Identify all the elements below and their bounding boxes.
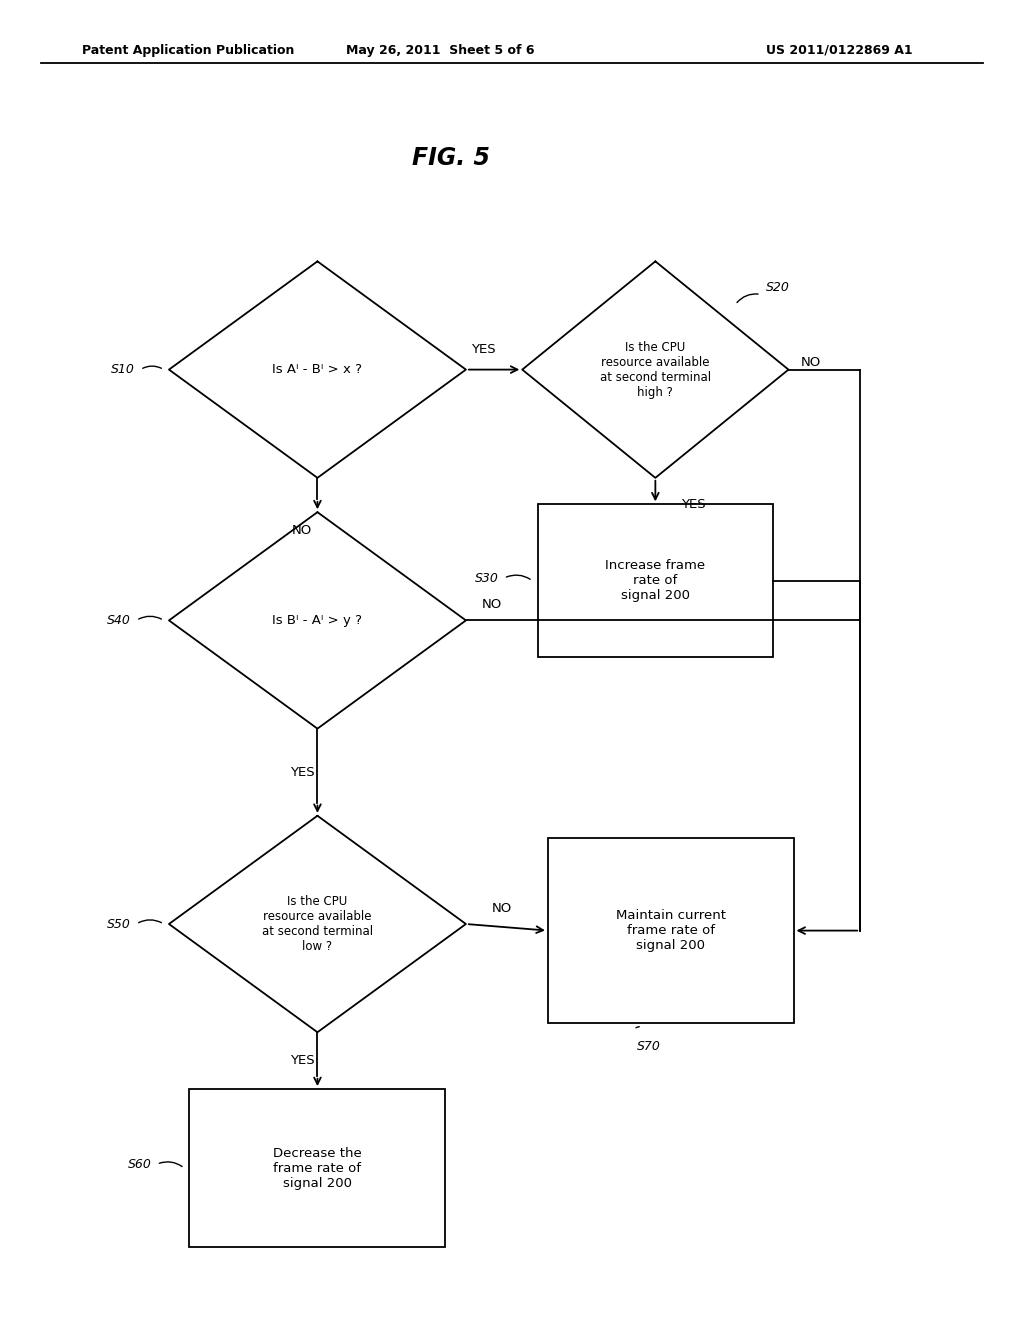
Text: YES: YES	[290, 766, 314, 779]
Text: S40: S40	[108, 614, 131, 627]
Bar	[538, 504, 773, 657]
Text: NO: NO	[481, 598, 502, 611]
Text: Patent Application Publication: Patent Application Publication	[82, 44, 294, 57]
Text: YES: YES	[290, 1055, 314, 1067]
Text: Is the CPU
resource available
at second terminal
low ?: Is the CPU resource available at second …	[262, 895, 373, 953]
Text: YES: YES	[681, 498, 706, 511]
Text: S60: S60	[128, 1158, 152, 1171]
Text: Decrease the
frame rate of
signal 200: Decrease the frame rate of signal 200	[273, 1147, 361, 1189]
Text: Maintain current
frame rate of
signal 200: Maintain current frame rate of signal 20…	[615, 909, 726, 952]
Text: S10: S10	[112, 363, 135, 376]
Text: NO: NO	[492, 902, 512, 915]
Bar	[189, 1089, 445, 1247]
Text: Is Bᴵ - Aᴵ > y ?: Is Bᴵ - Aᴵ > y ?	[272, 614, 362, 627]
Text: S50: S50	[108, 917, 131, 931]
Text: FIG. 5: FIG. 5	[412, 147, 489, 170]
Text: May 26, 2011  Sheet 5 of 6: May 26, 2011 Sheet 5 of 6	[346, 44, 535, 57]
Text: NO: NO	[292, 524, 312, 537]
Text: Is Aᴵ - Bᴵ > x ?: Is Aᴵ - Bᴵ > x ?	[272, 363, 362, 376]
Bar	[548, 838, 794, 1023]
Text: S20: S20	[766, 281, 790, 294]
Text: NO: NO	[801, 356, 821, 370]
Text: Is the CPU
resource available
at second terminal
high ?: Is the CPU resource available at second …	[600, 341, 711, 399]
Text: S70: S70	[637, 1040, 660, 1053]
Text: YES: YES	[471, 343, 497, 356]
Text: US 2011/0122869 A1: US 2011/0122869 A1	[766, 44, 913, 57]
Text: S30: S30	[475, 572, 499, 585]
Text: Increase frame
rate of
signal 200: Increase frame rate of signal 200	[605, 560, 706, 602]
